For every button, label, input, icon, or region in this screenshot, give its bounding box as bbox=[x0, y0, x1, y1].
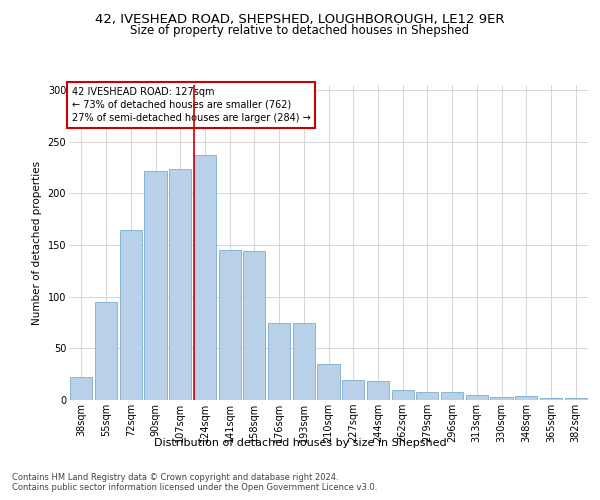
Bar bbox=[218, 250, 241, 400]
Bar bbox=[441, 392, 463, 400]
Bar bbox=[243, 252, 265, 400]
Bar bbox=[515, 396, 538, 400]
Bar bbox=[169, 168, 191, 400]
Text: Contains public sector information licensed under the Open Government Licence v3: Contains public sector information licen… bbox=[12, 484, 377, 492]
Bar bbox=[392, 390, 414, 400]
Text: 42 IVESHEAD ROAD: 127sqm
← 73% of detached houses are smaller (762)
27% of semi-: 42 IVESHEAD ROAD: 127sqm ← 73% of detach… bbox=[71, 86, 310, 123]
Bar bbox=[268, 322, 290, 400]
Bar bbox=[490, 397, 512, 400]
Y-axis label: Number of detached properties: Number of detached properties bbox=[32, 160, 42, 324]
Bar bbox=[367, 382, 389, 400]
Bar bbox=[145, 170, 167, 400]
Text: Contains HM Land Registry data © Crown copyright and database right 2024.: Contains HM Land Registry data © Crown c… bbox=[12, 472, 338, 482]
Bar bbox=[70, 378, 92, 400]
Bar bbox=[194, 155, 216, 400]
Bar bbox=[119, 230, 142, 400]
Text: Distribution of detached houses by size in Shepshed: Distribution of detached houses by size … bbox=[154, 438, 446, 448]
Bar bbox=[317, 364, 340, 400]
Bar bbox=[466, 395, 488, 400]
Bar bbox=[95, 302, 117, 400]
Bar bbox=[540, 398, 562, 400]
Text: Size of property relative to detached houses in Shepshed: Size of property relative to detached ho… bbox=[130, 24, 470, 37]
Bar bbox=[565, 398, 587, 400]
Text: 42, IVESHEAD ROAD, SHEPSHED, LOUGHBOROUGH, LE12 9ER: 42, IVESHEAD ROAD, SHEPSHED, LOUGHBOROUG… bbox=[95, 12, 505, 26]
Bar bbox=[342, 380, 364, 400]
Bar bbox=[293, 322, 315, 400]
Bar bbox=[416, 392, 439, 400]
